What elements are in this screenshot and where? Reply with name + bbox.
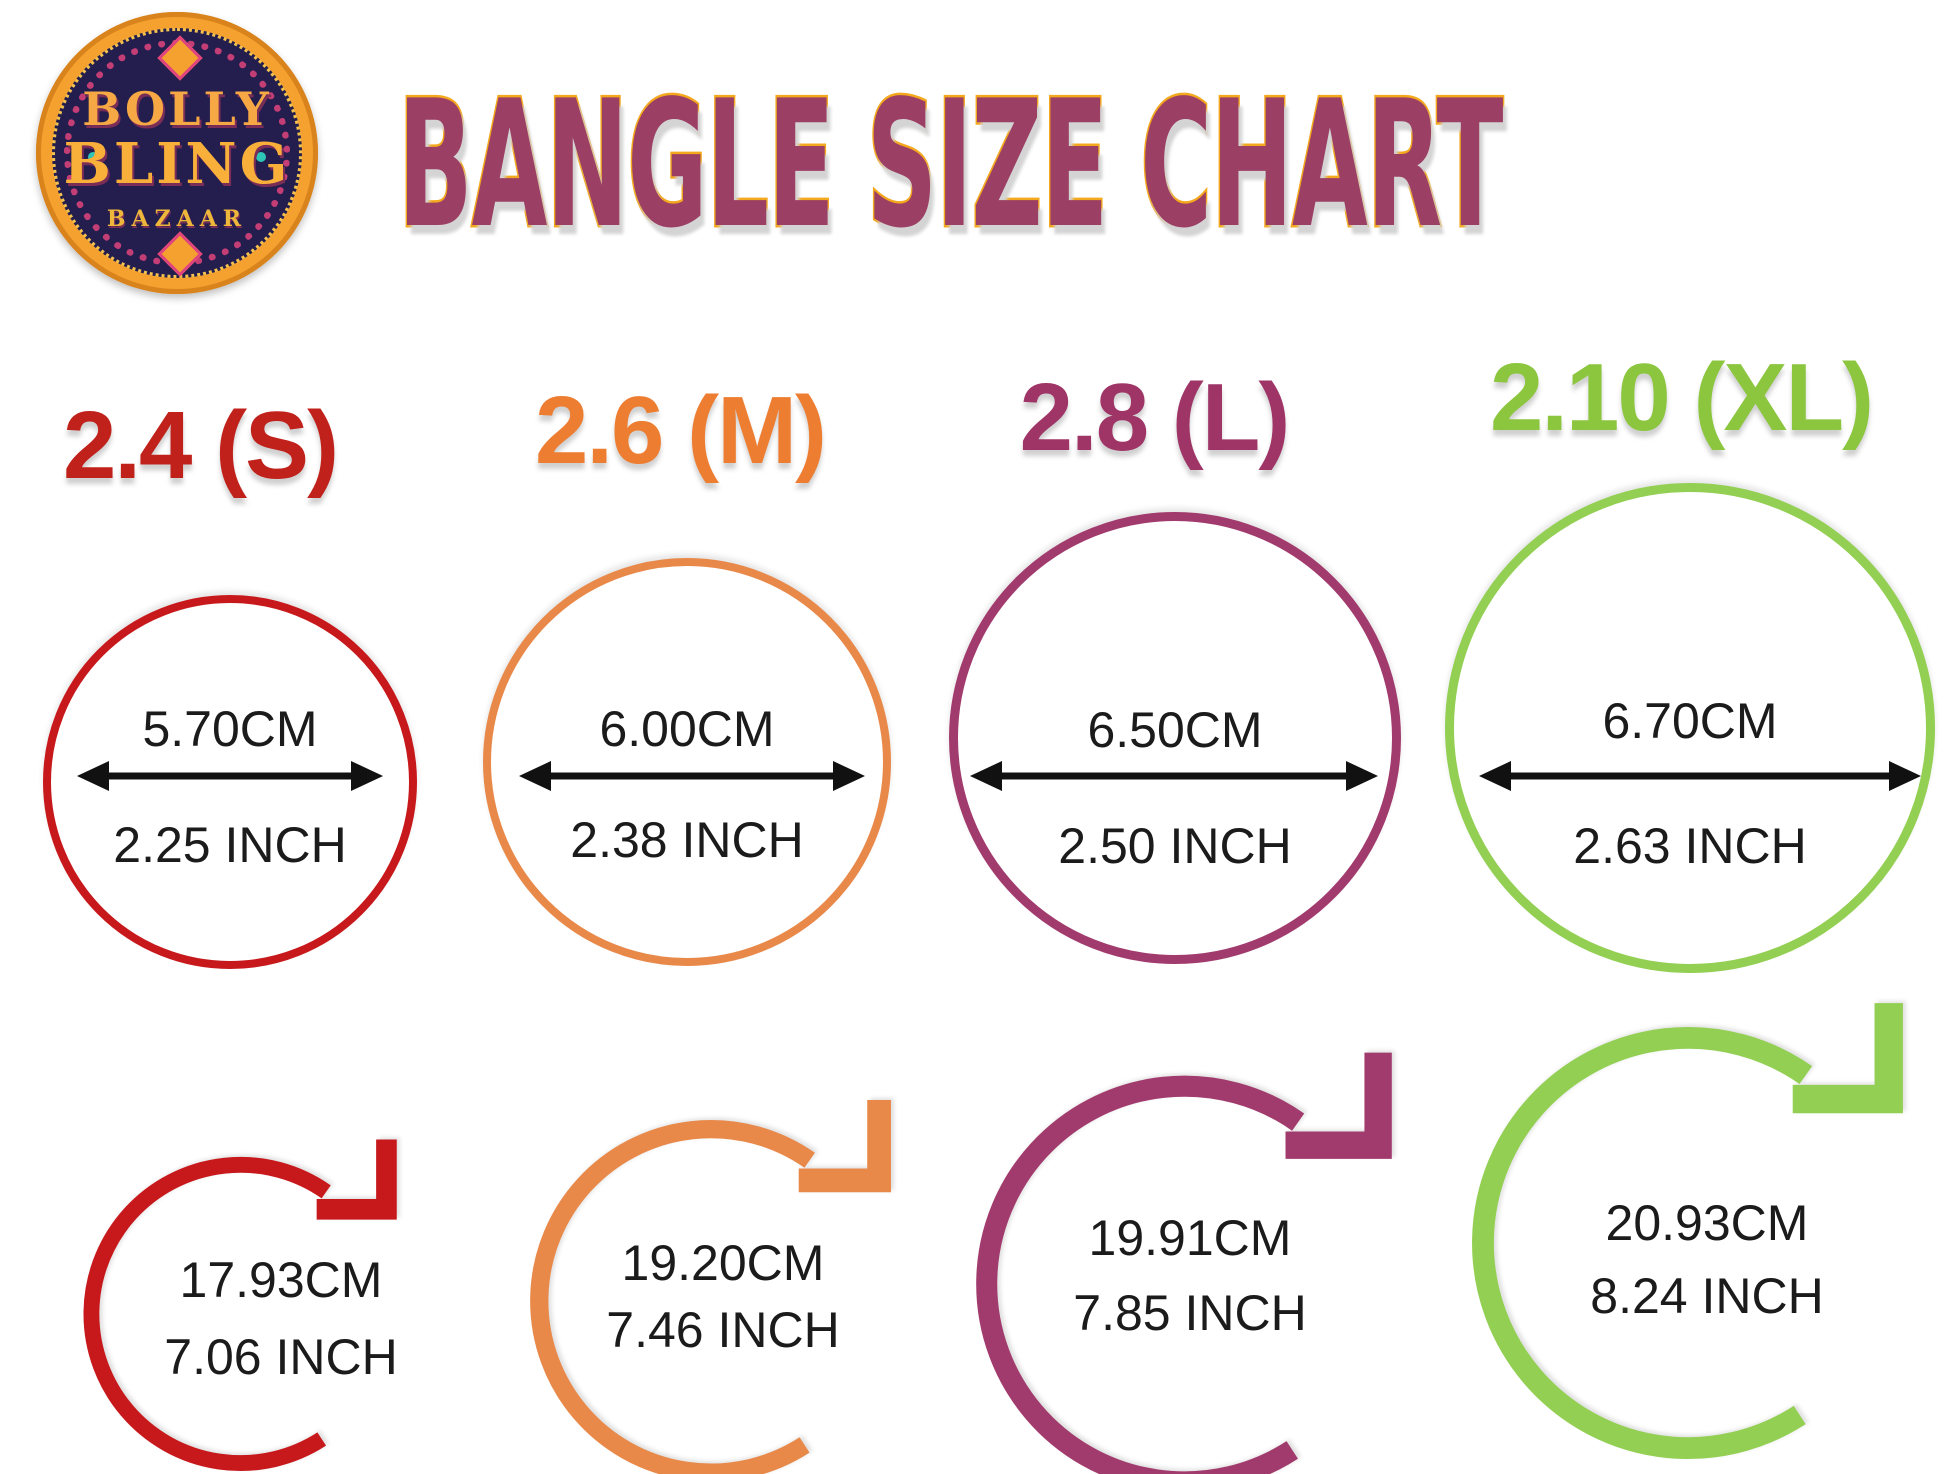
diameter-arrow-icon (77, 761, 383, 791)
brand-logo: BOLLY BLING BAZAAR (36, 12, 318, 294)
diameter-inch-value-m: 2.38 INCH (570, 812, 804, 868)
circumference-cm-value-l: 19.91CM (1088, 1210, 1292, 1266)
circumference-cm-value-s: 17.93CM (179, 1252, 383, 1308)
size-header-xl: 2.10 (XL) (1489, 344, 1874, 451)
circumference-arrow-icon (1472, 1003, 1903, 1459)
diameter-arrow-icon (519, 761, 865, 791)
logo-text-bling: BLING (63, 131, 291, 197)
diameter-inch-value-s: 2.25 INCH (113, 817, 347, 873)
diameter-cm-value-s: 5.70CM (142, 701, 318, 757)
inner-diameter-circle-xl (1445, 483, 1935, 973)
logo-text-bolly: BOLLY (82, 82, 272, 136)
diameter-arrow-icon (1479, 761, 1921, 791)
diameter-cm-value-xl: 6.70CM (1602, 693, 1778, 749)
circumference-cm-value-m: 19.20CM (621, 1235, 825, 1291)
logo-text-bazaar: BAZAAR (106, 206, 248, 232)
circumference-inch-value-l: 7.85 INCH (1073, 1285, 1307, 1341)
circumference-inch-value-m: 7.46 INCH (606, 1302, 840, 1358)
size-header-m: 2.6 (M) (534, 377, 827, 484)
size-header-l: 2.8 (L) (1019, 364, 1291, 471)
circumference-arrow-icon (83, 1139, 397, 1471)
circumference-cm-value-xl: 20.93CM (1605, 1195, 1809, 1251)
circumference-arrow-icon (976, 1052, 1392, 1474)
logo-dot-icon (88, 152, 98, 162)
inner-diameter-circle-l (949, 512, 1401, 964)
diameter-inch-value-l: 2.50 INCH (1058, 818, 1292, 874)
circumference-arrow-icon (530, 1099, 891, 1474)
circumference-inch-value-xl: 8.24 INCH (1590, 1268, 1824, 1324)
circumference-inch-value-s: 7.06 INCH (164, 1329, 398, 1385)
page-title: BANGLE SIZE CHART (397, 64, 1505, 267)
diameter-inch-value-xl: 2.63 INCH (1573, 818, 1807, 874)
diameter-cm-value-l: 6.50CM (1087, 702, 1263, 758)
size-header-s: 2.4 (S) (62, 392, 339, 499)
logo-dot-icon (256, 152, 266, 162)
diameter-arrow-icon (970, 761, 1378, 791)
diameter-cm-value-m: 6.00CM (599, 701, 775, 757)
